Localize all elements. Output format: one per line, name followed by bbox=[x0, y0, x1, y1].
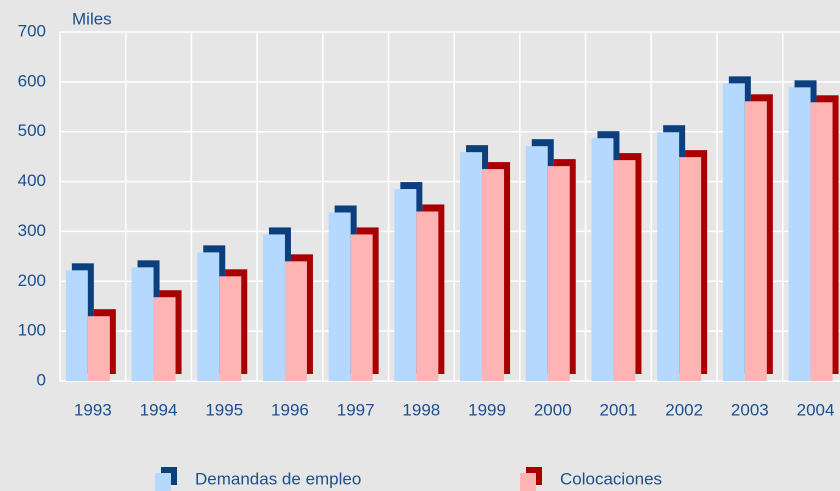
bar bbox=[460, 152, 483, 381]
y-tick-label: 0 bbox=[37, 370, 46, 389]
bar bbox=[591, 138, 614, 381]
bar bbox=[722, 83, 745, 382]
bar bbox=[284, 261, 307, 381]
x-tick-label: 1996 bbox=[271, 400, 309, 419]
bar bbox=[262, 234, 285, 381]
x-tick-label: 2001 bbox=[600, 400, 638, 419]
legend-label: Colocaciones bbox=[560, 469, 662, 488]
bar bbox=[657, 132, 680, 381]
bar bbox=[744, 101, 767, 382]
bar bbox=[219, 276, 242, 381]
bar bbox=[547, 166, 570, 381]
y-tick-label: 400 bbox=[18, 171, 46, 190]
x-tick-label: 2003 bbox=[731, 400, 769, 419]
y-tick-label: 100 bbox=[18, 321, 46, 340]
bar bbox=[197, 252, 220, 381]
bar bbox=[328, 212, 351, 381]
bar bbox=[350, 234, 373, 381]
y-tick-label: 300 bbox=[18, 221, 46, 240]
bar bbox=[153, 297, 176, 381]
x-tick-label: 1998 bbox=[402, 400, 440, 419]
bar bbox=[613, 160, 636, 381]
bar bbox=[525, 146, 548, 381]
bar bbox=[394, 189, 417, 381]
bar bbox=[679, 157, 702, 381]
y-tick-label: 200 bbox=[18, 271, 46, 290]
legend-swatch bbox=[155, 473, 171, 491]
bar bbox=[131, 267, 154, 381]
y-tick-label: 600 bbox=[18, 71, 46, 90]
x-tick-label: 2002 bbox=[665, 400, 703, 419]
bar bbox=[482, 169, 505, 381]
x-tick-label: 2004 bbox=[797, 400, 835, 419]
bar bbox=[65, 270, 88, 381]
bar bbox=[416, 211, 439, 381]
x-tick-label: 1993 bbox=[74, 400, 112, 419]
bar bbox=[810, 102, 833, 381]
x-tick-label: 1999 bbox=[468, 400, 506, 419]
x-tick-label: 1995 bbox=[205, 400, 243, 419]
bar bbox=[87, 316, 110, 381]
bar bbox=[788, 87, 811, 381]
y-tick-label: 700 bbox=[18, 21, 46, 40]
x-tick-label: 1997 bbox=[337, 400, 375, 419]
x-tick-label: 1994 bbox=[140, 400, 178, 419]
legend-label: Demandas de empleo bbox=[195, 469, 361, 488]
y-tick-label: 500 bbox=[18, 121, 46, 140]
x-tick-label: 2000 bbox=[534, 400, 572, 419]
legend-swatch bbox=[520, 473, 536, 491]
y-axis-label: Miles bbox=[72, 9, 112, 28]
